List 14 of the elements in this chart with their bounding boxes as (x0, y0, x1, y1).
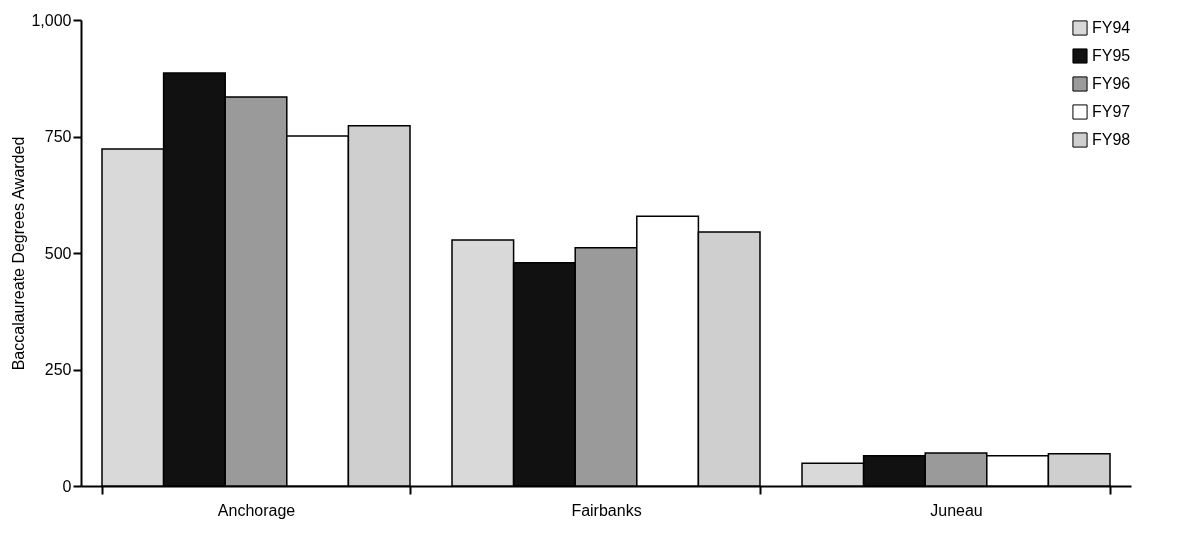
x-tick-label: Juneau (930, 501, 983, 519)
legend-label: FY97 (1092, 103, 1131, 120)
y-tick-label: 250 (44, 361, 72, 378)
legend-label: FY96 (1092, 75, 1131, 92)
x-tick-label: Fairbanks (571, 501, 642, 519)
x-tick-label: Anchorage (217, 501, 296, 519)
legend-label: FY95 (1092, 47, 1131, 64)
legend-label: FY94 (1092, 19, 1131, 36)
y-tick-label: 1,000 (31, 11, 72, 29)
y-tick-label: 750 (44, 128, 72, 145)
y-tick-label: 500 (44, 244, 72, 262)
y-tick-label: 0 (62, 477, 72, 495)
legend-label: FY98 (1092, 131, 1131, 148)
y-axis-title: Baccalaureate Degrees Awarded (10, 136, 28, 371)
